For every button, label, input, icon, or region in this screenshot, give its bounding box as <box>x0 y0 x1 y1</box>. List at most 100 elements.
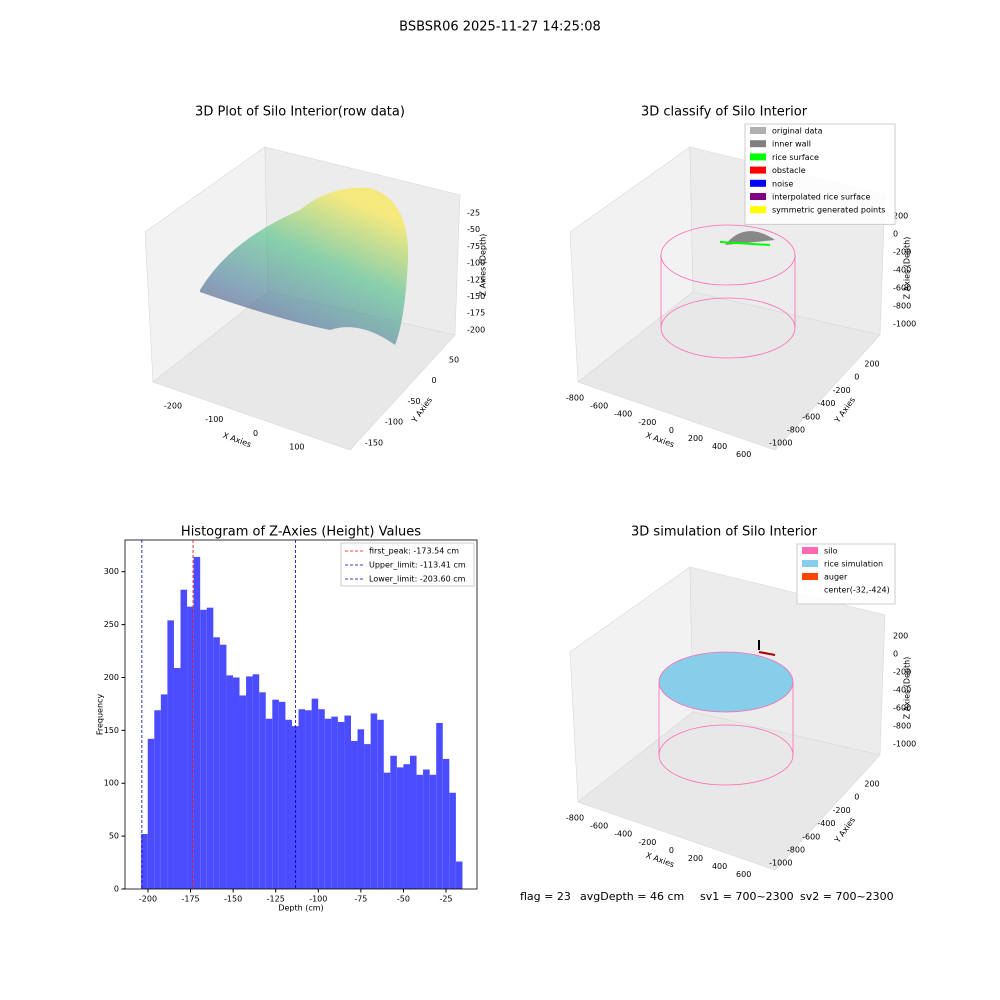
x-tick-label: 600 <box>736 870 751 879</box>
panes <box>144 146 461 451</box>
z-tick-label: -400 <box>893 686 911 695</box>
bar <box>265 718 273 889</box>
y-tick-label: -100 <box>385 418 403 427</box>
bar <box>455 861 463 889</box>
legend-swatch <box>750 153 766 161</box>
plot-frame <box>124 539 478 890</box>
bar <box>239 695 247 889</box>
bar <box>252 674 260 889</box>
legend-swatch <box>750 166 766 174</box>
bar <box>357 729 365 889</box>
x-tick-label: 0 <box>669 846 674 855</box>
bar <box>318 709 325 889</box>
y-tick-label: -1000 <box>769 859 792 868</box>
z-tick-label: -25 <box>467 209 480 218</box>
legend-box <box>744 123 896 225</box>
legend-label: noise <box>772 179 793 188</box>
y-tick-label: -600 <box>802 832 820 841</box>
legend-box <box>340 542 475 587</box>
x-tick-label: -200 <box>638 838 656 847</box>
status-text: sv1 = 700~2300 <box>700 890 794 903</box>
y-tick-label: 200 <box>864 780 879 789</box>
bar <box>285 719 292 889</box>
x-tick-label: 200 <box>688 434 703 443</box>
x-tick-label: -800 <box>566 394 584 403</box>
legend-label: center(-32,-424) <box>824 586 890 595</box>
legend-swatch <box>750 140 766 148</box>
bar <box>213 637 220 889</box>
bar <box>350 740 358 889</box>
y-tick-label: -200 <box>833 386 851 395</box>
z-tick-label: -800 <box>893 722 911 731</box>
bar <box>311 698 319 889</box>
y-tick-label: 100 <box>104 779 119 788</box>
z-tick-label: -200 <box>893 248 911 257</box>
x-tick-label: 600 <box>736 450 751 459</box>
y-tick-label: -150 <box>365 438 383 447</box>
y-tick-label: 0 <box>854 793 859 802</box>
status-text: flag = 23 <box>520 890 571 903</box>
bar <box>187 606 194 889</box>
y-axis-label: Frequency <box>96 694 105 736</box>
legend-swatch <box>802 547 818 554</box>
y-tick-label: -600 <box>802 412 820 421</box>
y-tick-label: -200 <box>833 806 851 815</box>
y-tick-label: 200 <box>864 360 879 369</box>
legend-swatch <box>750 127 766 134</box>
z-tick-label: -800 <box>893 302 911 311</box>
bar <box>324 718 332 889</box>
bar <box>154 710 161 889</box>
figure-title: BSBSR06 2025-11-27 14:25:08 <box>399 20 601 35</box>
chart-title: 3D Plot of Silo Interior(row data) <box>195 105 405 120</box>
z-tick-label: -200 <box>893 668 911 677</box>
z-tick-label: 200 <box>893 632 908 641</box>
status-text: sv2 = 700~2300 <box>800 890 894 903</box>
x-tick-label: 100 <box>289 443 304 452</box>
x-tick-label: -50 <box>397 895 410 904</box>
bar <box>409 755 417 889</box>
bar <box>442 758 450 889</box>
bar <box>272 699 279 889</box>
bar <box>377 719 384 889</box>
x-tick-label: -800 <box>566 814 584 823</box>
y-tick-label: 150 <box>104 726 119 735</box>
z-tick-label: -1000 <box>893 320 916 329</box>
bar <box>147 738 155 889</box>
legend-label: original data <box>772 127 823 136</box>
bar <box>278 701 286 889</box>
bar <box>259 692 266 889</box>
y-tick-label: -400 <box>817 819 835 828</box>
z-tick-label: -175 <box>467 309 485 318</box>
x-tick-label: 400 <box>712 862 727 871</box>
legend-swatch <box>802 560 818 567</box>
bar <box>344 715 351 889</box>
z-axis-label: Z Axies (Depth) <box>903 657 912 720</box>
y-tick-label: 0 <box>854 373 859 382</box>
x-tick-label: -100 <box>205 415 223 424</box>
z-tick-label: 200 <box>893 212 908 221</box>
bar <box>436 722 443 889</box>
bar <box>429 774 437 889</box>
bar <box>449 792 456 889</box>
legend-label: symmetric generated points <box>772 206 885 215</box>
legend-label: Upper_limit: -113.41 cm <box>369 561 466 570</box>
y-tick-label: -400 <box>817 399 835 408</box>
bar <box>180 589 188 889</box>
z-axis-label: Z Axies (Depth) <box>903 237 912 300</box>
z-tick-label: 0 <box>893 230 898 239</box>
z-tick-label: -400 <box>893 266 911 275</box>
y-tick-label: 0 <box>114 885 119 894</box>
x-tick-label: -75 <box>354 895 367 904</box>
x-tick-label: -175 <box>181 895 199 904</box>
chart-title: Histogram of Z-Axies (Height) Values <box>181 525 421 540</box>
legend-swatch <box>802 573 818 580</box>
y-tick-label: 200 <box>104 673 119 682</box>
bar <box>206 607 214 889</box>
bar <box>193 556 201 889</box>
legend-label: auger <box>824 573 848 582</box>
bar <box>364 744 371 889</box>
bar <box>305 710 312 889</box>
x-tick-label: 400 <box>712 442 727 451</box>
legend-label: rice simulation <box>824 560 883 569</box>
